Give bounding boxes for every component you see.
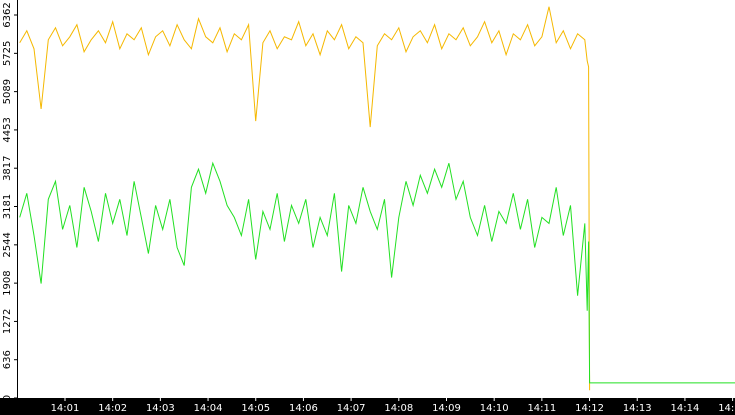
- x-tick-label: 14:11: [527, 403, 556, 414]
- y-tick-label: 3817: [2, 155, 13, 180]
- series-line: [19, 161, 735, 384]
- y-tick-label: 1272: [2, 309, 13, 334]
- x-tick-label: 14:14: [671, 403, 700, 414]
- x-tick-label: 14:02: [98, 403, 127, 414]
- y-tick-label: 5725: [2, 41, 13, 66]
- x-tick-label: 14:01: [51, 403, 80, 414]
- x-axis-bar: [0, 398, 735, 415]
- y-tick-label: 0: [2, 395, 13, 401]
- x-tick-label: 14:09: [432, 403, 461, 414]
- y-tick-label: 2544: [2, 232, 13, 257]
- x-tick-label: 14:10: [480, 403, 509, 414]
- y-tick-label: 6362: [2, 2, 13, 27]
- y-tick-label: 1908: [2, 270, 13, 295]
- x-tick-label: 14:13: [623, 403, 652, 414]
- x-tick-label: 14:08: [384, 403, 413, 414]
- x-tick-label: 14:06: [289, 403, 318, 414]
- series-line: [19, 6, 591, 391]
- y-tick-label: 3181: [2, 194, 13, 219]
- y-tick-label: 4453: [2, 117, 13, 142]
- x-tick-label: 14:04: [194, 403, 223, 414]
- x-tick-label: 14:07: [337, 403, 366, 414]
- x-tick-label: 14:15: [718, 403, 735, 414]
- y-tick-label: 636: [2, 350, 13, 369]
- x-tick-label: 14:12: [575, 403, 604, 414]
- x-tick-label: 14:03: [146, 403, 175, 414]
- x-tick-label: 14:05: [241, 403, 270, 414]
- y-tick-label: 5089: [2, 79, 13, 104]
